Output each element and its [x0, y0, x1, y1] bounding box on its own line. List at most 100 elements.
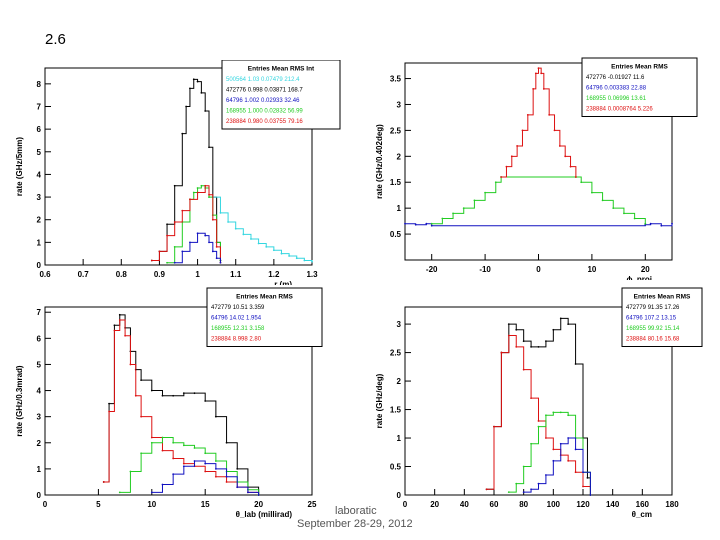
series-blue-point — [211, 250, 214, 253]
series-red-point — [211, 218, 214, 221]
series-red-point — [532, 88, 535, 90]
series-green-point — [452, 212, 454, 215]
y-tick-label: 1 — [37, 465, 42, 474]
stats-header: Entries Mean RMS Int — [248, 66, 315, 73]
series-green-point — [537, 425, 540, 428]
series-blue-point — [582, 471, 584, 474]
series-cyan-point — [219, 212, 222, 214]
chart-theta-cm-distribution: 0 20 40 60 80 100 120 140 160 180 0 0.5 1 1.5 2 2.5 3 θ_c… — [375, 287, 703, 519]
slide-number: 2.6 — [45, 31, 66, 48]
series-black-point — [173, 184, 176, 187]
series-red-point — [522, 368, 525, 371]
y-axis-label: rate (GHz/0.402deg) — [375, 124, 384, 199]
series-cyan-point — [234, 227, 237, 230]
series-red-point — [173, 221, 176, 223]
series-blue-point — [574, 448, 577, 451]
stats-row: 472776 -0.01927 11.6 — [586, 75, 645, 81]
footer-date: September 28-29, 2012 — [297, 518, 413, 530]
series-green-point — [196, 187, 199, 189]
series-cyan-point — [295, 257, 298, 260]
series-red-point — [172, 457, 175, 460]
series-blue-point — [552, 459, 555, 462]
series-black-point — [236, 467, 239, 470]
series-green-point — [129, 470, 132, 473]
series-black-point — [192, 78, 195, 81]
series-green-point — [208, 196, 210, 198]
series-green-point — [601, 199, 604, 202]
series-blue-point — [567, 437, 570, 439]
y-tick-label: 3 — [37, 193, 42, 202]
series-green-point — [182, 444, 185, 447]
stats-row: 238884 0.0008764 5.226 — [586, 107, 653, 113]
series-black-point — [574, 363, 577, 365]
series-cyan-point — [242, 233, 245, 236]
series-red-point — [526, 113, 529, 116]
x-tick-label: -10 — [479, 265, 491, 274]
series-red-point — [134, 394, 137, 397]
series-blue-point — [193, 460, 196, 462]
series-red-point — [196, 191, 199, 194]
x-tick-label: 25 — [308, 500, 317, 509]
series-red-point — [129, 363, 132, 366]
series-black-point — [140, 379, 143, 382]
x-tick-label: 160 — [636, 500, 650, 509]
series-red-point — [118, 319, 121, 321]
y-axis-label: rate (GHz/deg) — [375, 373, 384, 428]
series-red-point — [552, 448, 555, 451]
x-tick-label: 0.6 — [39, 270, 51, 279]
x-tick-label: 15 — [201, 500, 210, 509]
y-tick-label: 1 — [37, 238, 42, 247]
series-cyan-point — [303, 259, 306, 262]
stats-row: 238884 80.16 15.68 — [626, 337, 680, 343]
series-green-point — [507, 491, 510, 494]
y-tick-label: 2.5 — [390, 349, 402, 358]
series-black-point — [552, 328, 555, 331]
series-green-point — [484, 191, 486, 194]
series-black-point — [185, 105, 188, 108]
series-red-point — [507, 334, 510, 337]
y-axis-label: rate (GHz/5mm) — [15, 137, 24, 196]
series-black-point — [193, 392, 196, 395]
y-tick-label: 0 — [397, 491, 402, 500]
series-red-point — [510, 155, 513, 158]
x-tick-label: 120 — [576, 500, 590, 509]
series-blue-point — [522, 491, 525, 494]
series-black-point — [515, 328, 518, 331]
series-red-point — [537, 67, 540, 70]
x-axis-label: ϕ_proj — [626, 275, 652, 280]
series-red-point — [515, 345, 518, 348]
x-tick-label: 20 — [254, 500, 263, 509]
x-tick-label: 1 — [195, 270, 200, 279]
x-tick-label: 1.1 — [230, 270, 242, 279]
chart-r-distribution: 0.6 0.7 0.8 0.9 1 1.1 1.2 1.3 0 1 2 3 4 5 6 7 8 r (m) rate… — [15, 60, 341, 285]
series-red-point — [542, 88, 545, 90]
x-tick-label: 0 — [403, 500, 408, 509]
series-blue-point — [215, 257, 218, 260]
x-tick-label: 0 — [536, 265, 541, 274]
series-green-point — [644, 222, 647, 225]
series-green-point — [173, 245, 176, 248]
stats-row: 472779 10.51 3.359 — [211, 305, 265, 311]
series-green-point — [172, 441, 175, 444]
x-tick-label: 20 — [641, 265, 650, 274]
series-green-line — [167, 185, 221, 264]
series-blue-point — [537, 482, 540, 485]
series-green-point — [140, 452, 143, 455]
series-black-point — [108, 402, 110, 405]
series-red-point — [225, 481, 228, 483]
series-red-point — [548, 113, 551, 116]
series-black-line — [103, 314, 260, 495]
y-tick-label: 2 — [37, 439, 42, 448]
series-black-point — [586, 477, 589, 479]
series-black-point — [113, 324, 116, 327]
x-tick-label: 0.8 — [116, 270, 128, 279]
series-green-point — [214, 460, 217, 462]
x-tick-label: 180 — [665, 500, 679, 509]
series-blue-point — [649, 222, 652, 225]
series-red-point — [540, 72, 543, 75]
series-green-point — [559, 411, 562, 414]
series-black-point — [182, 392, 185, 395]
series-red-point — [215, 245, 218, 248]
series-green-point — [200, 184, 203, 187]
series-blue-point — [150, 491, 153, 494]
